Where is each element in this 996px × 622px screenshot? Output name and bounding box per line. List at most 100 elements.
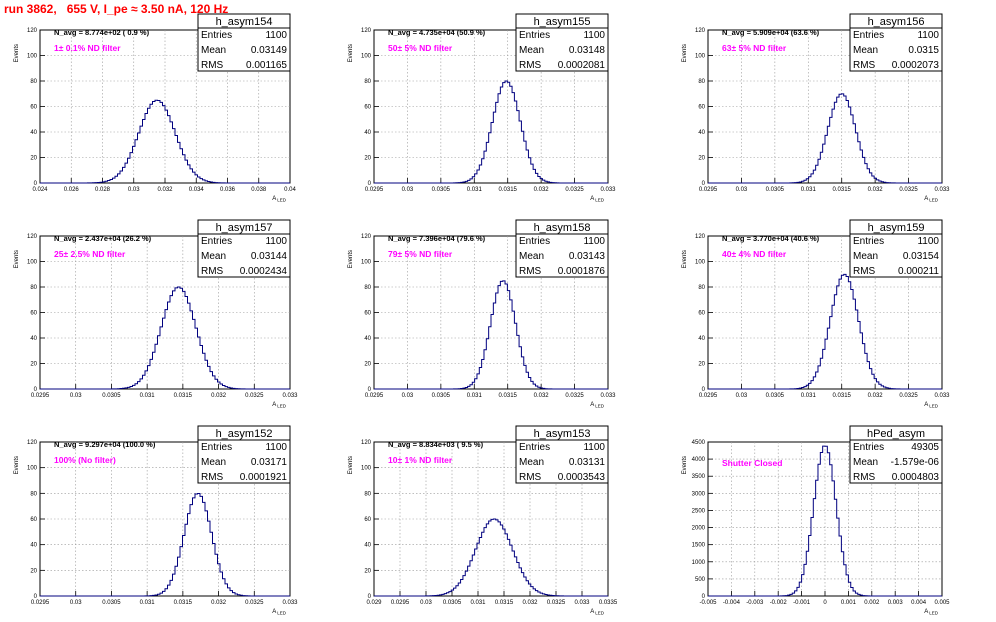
histogram-name: hPed_asym: [867, 428, 925, 440]
stat-value: 0.0315: [908, 45, 939, 56]
x-tick-label: -0.001: [793, 600, 811, 606]
histogram-panel: 0.0295 0.03 0.0305 0.031 0.0315 0.032 0.0325 0.…: [14, 219, 298, 409]
y-tick-label: 40: [364, 336, 371, 342]
x-tick-label: 0.038: [251, 187, 267, 193]
stat-value: 0.03144: [251, 251, 288, 262]
x-tick-label: 0.03: [128, 187, 140, 193]
x-tick-label: 0.0325: [565, 393, 584, 399]
y-tick-label: 40: [698, 130, 705, 136]
stat-label: Entries: [519, 30, 550, 41]
x-tick-label: 0.003: [888, 600, 904, 606]
x-tick-label: 0.0315: [495, 600, 514, 606]
y-tick-label: 2500: [692, 508, 706, 514]
stat-value: 1100: [265, 236, 287, 247]
stat-value: 0.000211: [898, 266, 939, 277]
y-tick-label: 120: [361, 440, 372, 446]
stats-box: [515, 219, 609, 278]
x-tick-label: 0.004: [911, 600, 927, 606]
x-tick-label: 0.031: [467, 393, 483, 399]
y-tick-label: 1000: [692, 560, 706, 566]
x-tick-label: 0.032: [534, 393, 550, 399]
y-tick-label: 80: [30, 79, 37, 85]
x-tick-label: 0.033: [600, 393, 616, 399]
y-axis-title: Events: [682, 250, 688, 268]
x-tick-label: 0.03: [420, 600, 432, 606]
stat-label: Entries: [519, 442, 550, 453]
stat-label: Mean: [853, 457, 878, 468]
stat-label: Mean: [201, 45, 226, 56]
x-tick-label: 0.03: [70, 393, 82, 399]
y-tick-label: 60: [364, 517, 371, 523]
stat-value: 0.03143: [569, 251, 606, 262]
x-tick-label: -0.003: [746, 600, 764, 606]
y-tick-label: 20: [698, 156, 705, 162]
filter-annotation: Shutter Closed: [722, 458, 782, 468]
histogram-line: [708, 445, 942, 597]
x-tick-label: 0.0325: [899, 393, 918, 399]
x-axis-title: ALED: [272, 196, 287, 203]
y-axis-title: Events: [348, 44, 354, 62]
stat-value: 0.001165: [246, 60, 287, 71]
x-tick-label: 0.031: [467, 187, 483, 193]
x-axis-title: ALED: [924, 609, 939, 616]
x-tick-label: 0.032: [522, 600, 538, 606]
histogram-panel: 0.024 0.026 0.028 0.03 0.032 0.034 0.036 0.038 0…: [14, 13, 296, 203]
y-tick-label: 40: [364, 130, 371, 136]
histogram-name: h_asym153: [534, 428, 591, 440]
y-tick-label: 120: [361, 234, 372, 240]
y-tick-label: 60: [30, 105, 37, 111]
x-tick-label: 0.04: [284, 187, 296, 193]
histogram-panel: 0.029 0.0295 0.03 0.0305 0.031 0.0315 0.032 0.0…: [348, 425, 618, 616]
x-tick-label: 0.031: [140, 393, 156, 399]
x-tick-label: 0.0305: [102, 600, 121, 606]
x-tick-label: 0.0305: [432, 393, 451, 399]
stat-value: 49305: [911, 442, 939, 453]
x-tick-label: 0.033: [282, 600, 298, 606]
x-axis-title: ALED: [272, 609, 287, 616]
x-tick-label: 0.0315: [174, 600, 193, 606]
y-tick-label: 0: [702, 387, 706, 393]
x-axis-title: ALED: [924, 196, 939, 203]
y-tick-label: 80: [30, 491, 37, 497]
y-tick-label: 4500: [692, 440, 706, 446]
stats-box: [515, 425, 609, 484]
x-axis-title: ALED: [924, 402, 939, 409]
y-tick-label: 60: [30, 517, 37, 523]
x-tick-label: 0.0325: [565, 187, 584, 193]
y-tick-label: 120: [695, 28, 706, 34]
x-tick-label: 0.0325: [245, 600, 264, 606]
y-tick-label: 100: [361, 54, 372, 60]
x-tick-label: 0.0305: [102, 393, 121, 399]
stat-value: 1100: [265, 30, 287, 41]
y-tick-label: 60: [698, 311, 705, 317]
x-tick-label: 0.03: [402, 187, 414, 193]
stat-value: 0.03148: [569, 45, 606, 56]
histogram-panel: 0.0295 0.03 0.0305 0.031 0.0315 0.032 0.0325 0.…: [682, 219, 950, 409]
stat-value: 0.03131: [569, 457, 606, 468]
stat-value: 1100: [583, 236, 605, 247]
run-title: run 3862, 655 V, I_pe ≈ 3.50 nA, 120 Hz: [4, 2, 229, 16]
y-tick-label: 2000: [692, 526, 706, 532]
x-tick-label: 0.033: [600, 187, 616, 193]
stat-value: 0.0002073: [892, 60, 940, 71]
y-tick-label: 20: [30, 568, 37, 574]
y-tick-label: 120: [27, 234, 38, 240]
y-tick-label: 80: [698, 285, 705, 291]
stat-value: 1100: [583, 30, 605, 41]
y-tick-label: 1500: [692, 543, 706, 549]
x-tick-label: 0.033: [574, 600, 590, 606]
stats-box: [849, 425, 943, 484]
y-tick-label: 100: [695, 54, 706, 60]
stat-label: RMS: [201, 266, 224, 277]
navg-label: N_avg = 8.774e+02 ( 0.9 %): [54, 28, 150, 37]
x-tick-label: 0.0295: [31, 393, 50, 399]
x-tick-label: 0.033: [934, 393, 950, 399]
navg-label: N_avg = 7.396e+04 (79.6 %): [388, 234, 486, 243]
stat-label: Mean: [201, 457, 226, 468]
x-tick-label: 0.032: [868, 187, 884, 193]
y-tick-label: 40: [30, 336, 37, 342]
histogram-name: h_asym155: [534, 16, 591, 28]
x-tick-label: 0.0295: [31, 600, 50, 606]
x-axis-title: ALED: [590, 609, 605, 616]
x-tick-label: 0.032: [157, 187, 173, 193]
